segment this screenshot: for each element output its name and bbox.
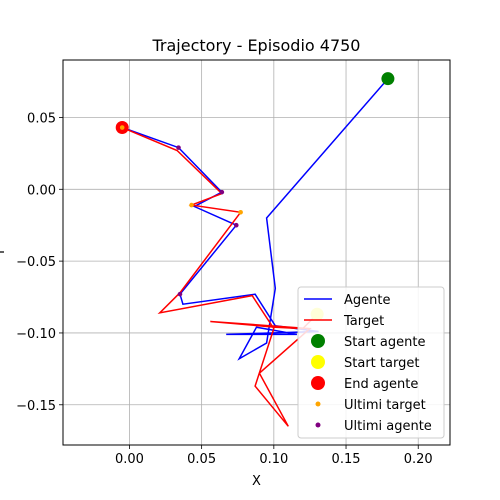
x-tick-label: 0.05: [187, 452, 216, 467]
legend-agente-label: Agente: [344, 293, 390, 308]
ultimi-agente-point: [219, 189, 225, 195]
ultimi-agente-point: [177, 291, 183, 297]
legend: Agente Target Start agente Start target End …: [297, 286, 445, 439]
y-tick-label: −0.15: [16, 399, 56, 414]
ultimi-agente-point: [176, 145, 181, 150]
x-tick-label: 0.15: [332, 452, 361, 467]
legend-box: [297, 286, 445, 439]
legend-end-agente-label: End agente: [344, 377, 418, 392]
legend-end-agente-swatch: [311, 376, 325, 390]
ultimi-target-point: [119, 125, 125, 130]
ultimi-target-point: [238, 209, 243, 215]
ultimi-target-point: [189, 202, 194, 208]
start-agente-marker: [381, 72, 395, 86]
legend-start-target-swatch: [311, 355, 325, 369]
axes-frame: [62, 59, 451, 446]
y-tick-label: −0.10: [16, 327, 56, 342]
legend-ultimi-target-label: Ultimi target: [344, 398, 426, 413]
chart-title: Trajectory - Episodio 4750: [152, 36, 361, 55]
ultimi-agente-point: [233, 222, 239, 228]
x-tick-label: 0.10: [259, 452, 288, 467]
legend-ultimi-agente-swatch: [315, 422, 321, 428]
x-tick-label: 0.20: [404, 452, 433, 467]
legend-ultimi-target-swatch: [315, 401, 321, 407]
y-tick-label: −0.05: [16, 255, 56, 270]
y-tick-label: 0.00: [27, 183, 56, 198]
legend-start-agente-label: Start agente: [344, 335, 425, 350]
legend-target-label: Target: [343, 314, 384, 329]
y-axis-label: Y: [0, 248, 8, 257]
axis-ticks: 0.00 0.05 0.10 0.15 0.20 −0.15 −0.10 −0.05 0.00 0…: [16, 111, 433, 467]
legend-start-agente-swatch: [311, 334, 325, 348]
legend-start-target-label: Start target: [344, 356, 419, 371]
y-tick-label: 0.05: [27, 111, 56, 126]
x-axis-label: X: [252, 474, 261, 489]
legend-ultimi-agente-label: Ultimi agente: [344, 419, 432, 434]
x-tick-label: 0.00: [115, 452, 144, 467]
target-trajectory-line: [121, 126, 318, 427]
